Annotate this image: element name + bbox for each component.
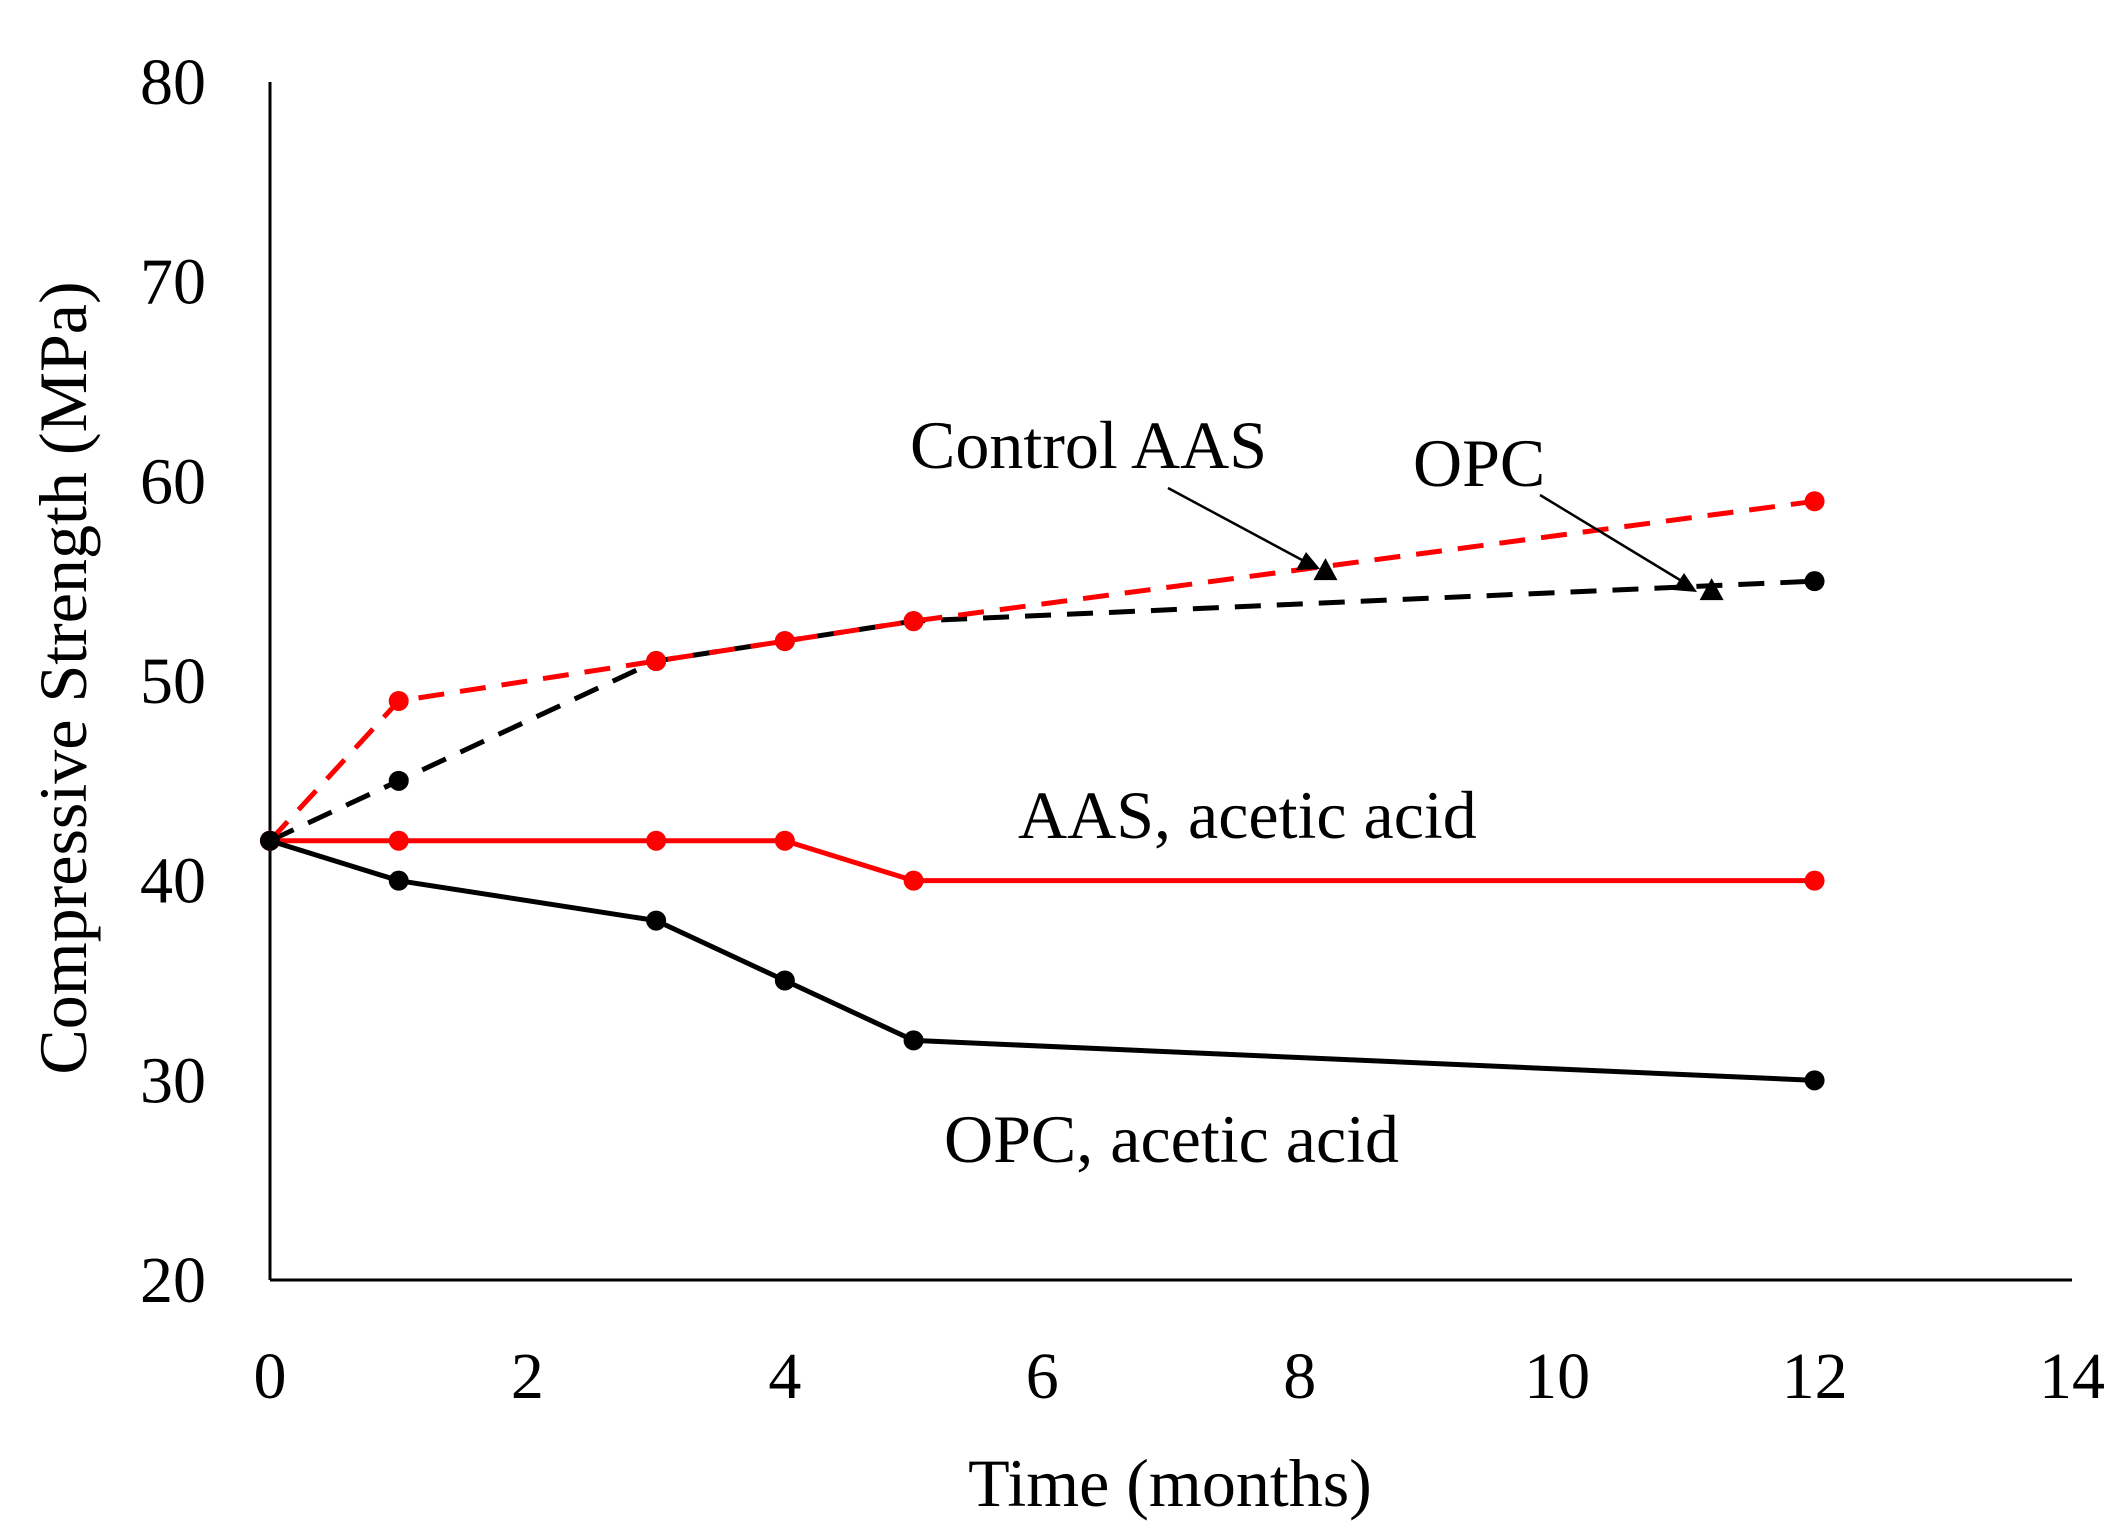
annotation-control-aas: Control AAS [910, 407, 1267, 483]
x-axis-title: Time (months) [968, 1445, 1372, 1521]
annotation-opc-arrowhead [1673, 573, 1697, 592]
data-point-aas-control-1 [388, 690, 409, 711]
data-point-opc-acetic-3 [774, 970, 795, 991]
data-point-aas-acetic-3 [774, 830, 795, 851]
x-tick-label-4: 4 [768, 1340, 801, 1413]
data-point-aas-acetic-5 [1804, 870, 1825, 891]
x-tick-label-0: 0 [254, 1340, 287, 1413]
y-tick-label-60: 60 [140, 445, 206, 518]
y-tick-label-20: 20 [140, 1244, 206, 1317]
x-tick-label-6: 6 [1026, 1340, 1059, 1413]
annotations: Control AAS OPC AAS, acetic acid OPC, ac… [910, 407, 1697, 1177]
x-tick-label-2: 2 [511, 1340, 544, 1413]
annotation-marker-opc [1699, 578, 1724, 601]
series-line-aas-control [268, 498, 1815, 843]
data-point-opc-control-1 [388, 770, 409, 791]
data-point-aas-acetic-2 [646, 830, 667, 851]
data-point-opc-acetic-5 [1804, 1070, 1825, 1091]
data-point-aas-control-3 [774, 631, 795, 652]
y-tick-label-40: 40 [140, 845, 206, 918]
x-tick-label-8: 8 [1283, 1340, 1316, 1413]
axes [268, 82, 2072, 1282]
y-axis-title: Compressive Strength (MPa) [25, 281, 101, 1074]
y-tick-label-80: 80 [140, 46, 206, 119]
data-point-opc-acetic-2 [646, 910, 667, 931]
x-tick-label-10: 10 [1524, 1340, 1590, 1413]
annotation-aas-acetic-acid: AAS, acetic acid [1018, 777, 1477, 853]
annotation-opc-arrow [1539, 493, 1681, 582]
annotation-opc-acetic-acid: OPC, acetic acid [944, 1101, 1399, 1177]
data-point-aas-control-4 [903, 611, 924, 632]
annotation-marker-control-aas [1313, 558, 1338, 581]
series-line-aas-acetic [270, 838, 1815, 884]
x-tick-label-14: 14 [2039, 1340, 2105, 1413]
series-line-opc-acetic [269, 838, 1815, 1083]
x-tick-labels: 0 2 4 6 8 10 12 14 [254, 1340, 2106, 1413]
series-layer [260, 491, 1825, 1091]
data-point-opc-acetic-1 [388, 870, 409, 891]
data-point-aas-control-2 [646, 651, 667, 672]
data-point-aas-acetic-4 [903, 870, 924, 891]
annotation-opc: OPC [1413, 425, 1545, 501]
y-tick-labels: 20 30 40 50 60 70 80 [140, 46, 206, 1317]
data-point-opc-control-5 [1804, 571, 1825, 592]
data-point-aas-acetic-1 [388, 830, 409, 851]
series-opc-acetic [260, 830, 1825, 1091]
y-tick-label-30: 30 [140, 1044, 206, 1117]
y-tick-label-70: 70 [140, 246, 206, 319]
y-tick-label-50: 50 [140, 645, 206, 718]
data-point-opc-acetic-0 [260, 830, 280, 851]
annotation-control-aas-arrow [1167, 486, 1303, 562]
data-point-aas-control-5 [1804, 491, 1825, 512]
annotation-control-aas-arrowhead [1296, 552, 1320, 570]
x-tick-label-12: 12 [1782, 1340, 1848, 1413]
data-point-opc-acetic-4 [903, 1030, 924, 1051]
